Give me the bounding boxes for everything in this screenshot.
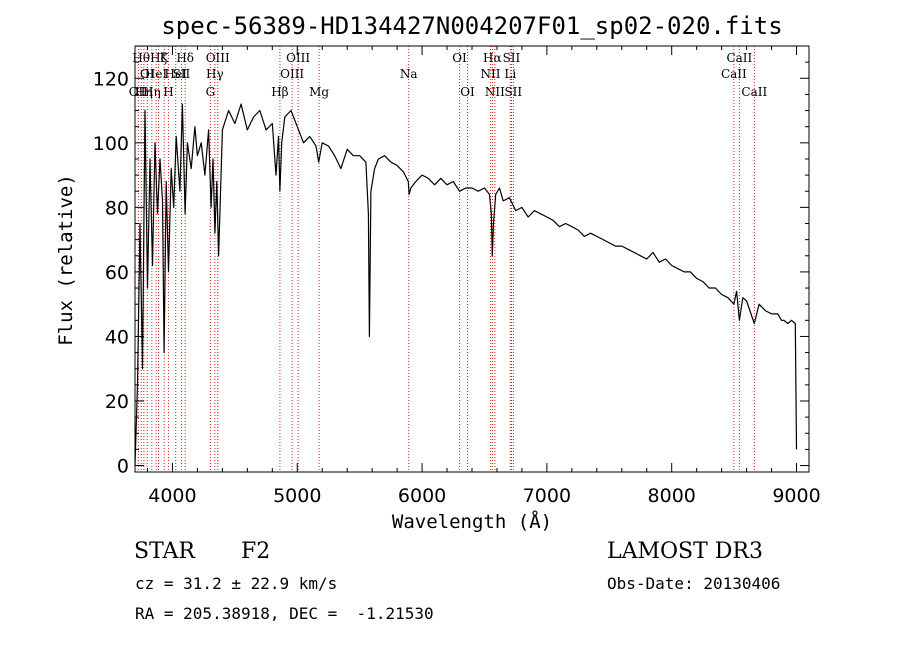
line-label-12: G — [206, 85, 216, 99]
line-label-0: OII — [129, 85, 149, 99]
object-subclass: F2 — [241, 539, 271, 564]
x-tick-label-4: 8000 — [648, 485, 696, 507]
chart-title: spec-56389-HD134427N004207F01_sp02-020.f… — [161, 12, 782, 40]
line-label-28: CaII — [721, 67, 747, 81]
line-label-20: OI — [452, 51, 467, 65]
y-tick-label-4: 80 — [105, 197, 129, 219]
line-label-8: H — [163, 85, 173, 99]
line-label-3: OI — [140, 67, 155, 81]
x-tick-label-5: 9000 — [772, 485, 820, 507]
redshift-velocity: cz = 31.2 ± 22.9 km/s — [135, 574, 338, 593]
y-tick-label-2: 40 — [105, 326, 129, 348]
x-tick-label-2: 6000 — [398, 485, 446, 507]
coordinates: RA = 205.38918, DEC = -1.21530 — [135, 604, 434, 623]
line-label-17: OIII — [286, 51, 310, 65]
line-label-21: OI — [460, 85, 475, 99]
spectral-line-markers — [137, 46, 755, 472]
line-label-29: CaII — [726, 51, 752, 65]
line-label-14: OIII — [206, 51, 230, 65]
series-flux — [134, 103, 798, 466]
line-label-30: CaII — [741, 85, 767, 99]
x-axis-ticks: 4000 5000 6000 7000 8000 9000 — [146, 46, 821, 507]
line-label-13: Hγ — [206, 67, 224, 81]
line-label-7: K — [160, 51, 170, 65]
line-label-6: Hζ — [150, 51, 167, 65]
line-label-4: Hη — [143, 85, 161, 99]
y-tick-label-5: 100 — [93, 133, 129, 155]
line-label-18: Mg — [309, 85, 329, 99]
line-label-19: Na — [400, 67, 418, 81]
line-label-16: OIII — [280, 67, 304, 81]
line-label-9: HeI — [165, 67, 188, 81]
y-axis-ticks: 0 20 40 60 80 100 120 — [93, 61, 809, 478]
y-tick-label-0: 0 — [117, 456, 129, 478]
line-label-27: SII — [504, 85, 522, 99]
x-tick-label-1: 5000 — [273, 485, 321, 507]
y-tick-label-3: 60 — [105, 262, 129, 284]
line-label-11: Hδ — [176, 51, 194, 65]
y-tick-label-1: 20 — [105, 391, 129, 413]
series-group — [134, 103, 798, 466]
line-label-25: Li — [504, 67, 516, 81]
observation-date: Obs-Date: 20130406 — [607, 574, 781, 593]
line-label-15: Hβ — [271, 85, 288, 99]
spectral-line-labels: OIIHθHηOIHηHeIHζKHHeISIIHδGHγOIIIHβOIIIO… — [129, 51, 768, 99]
x-axis-label: Wavelength (Å) — [392, 510, 552, 533]
y-axis-label: Flux (relative) — [55, 174, 77, 346]
line-label-24: NII — [485, 85, 505, 99]
object-class: STAR — [134, 539, 195, 564]
x-tick-label-3: 7000 — [523, 485, 571, 507]
line-label-5: HeI — [145, 67, 168, 81]
line-label-10: SII — [173, 67, 191, 81]
survey-name: LAMOST DR3 — [607, 539, 763, 564]
line-label-22: NII — [480, 67, 500, 81]
line-label-23: Hα — [483, 51, 502, 65]
y-tick-label-6: 120 — [93, 68, 129, 90]
x-tick-label-0: 4000 — [148, 485, 196, 507]
line-label-2: Hη — [135, 85, 153, 99]
plot-frame — [134, 45, 810, 473]
line-label-1: Hθ — [132, 51, 150, 65]
line-label-26: SII — [503, 51, 521, 65]
